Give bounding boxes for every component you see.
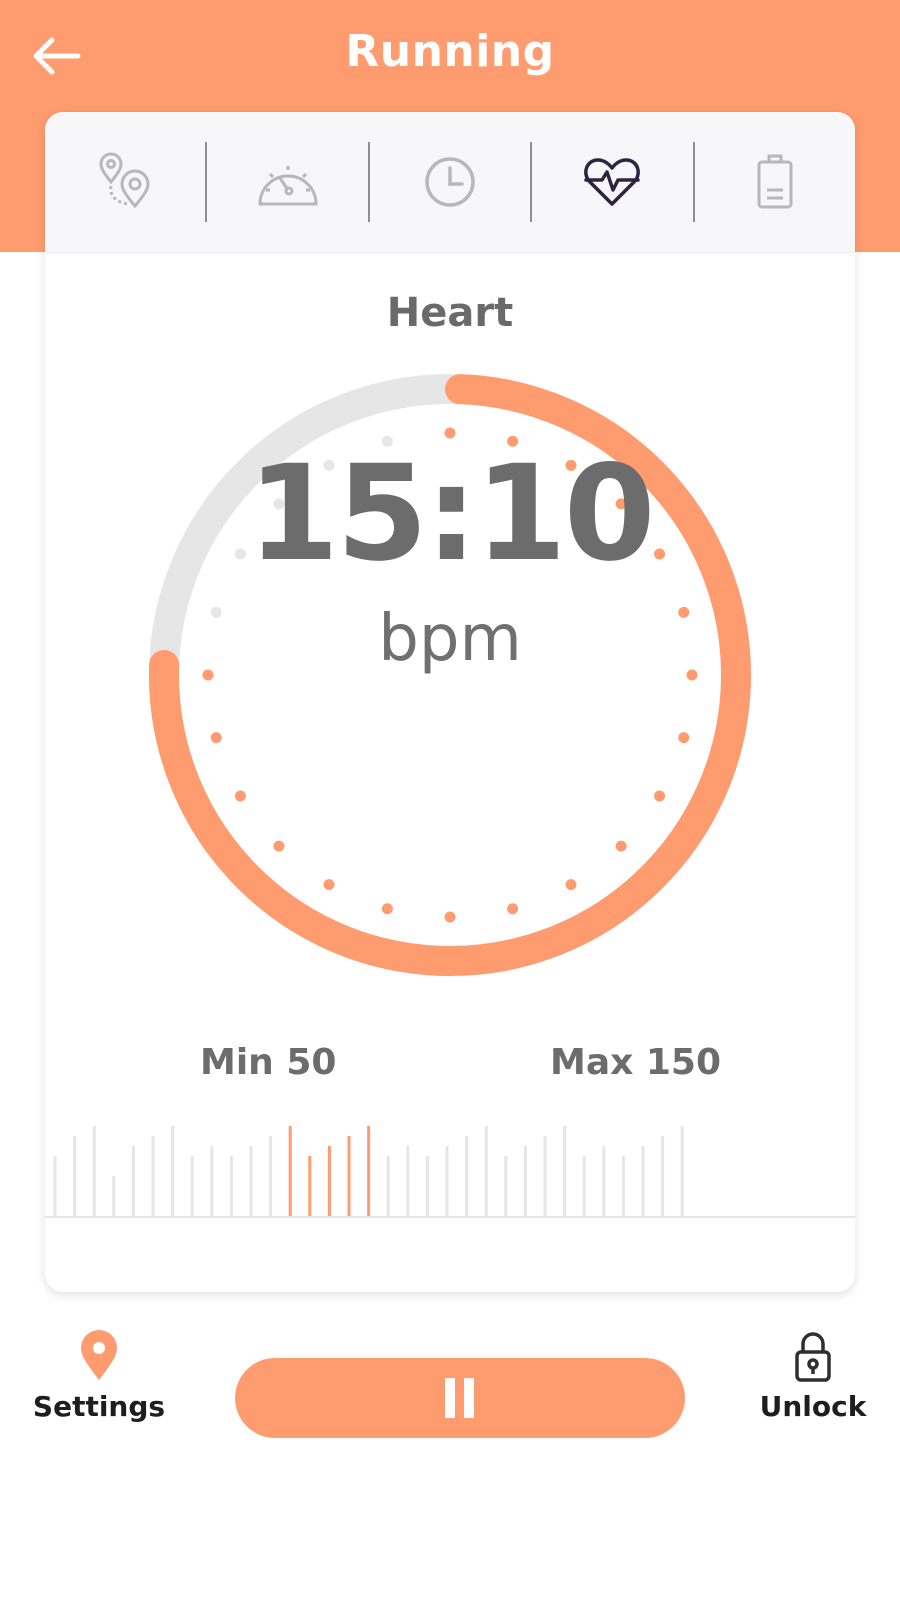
tab-divider <box>367 142 370 222</box>
bars-baseline <box>45 1216 855 1218</box>
gauge-tick-dot <box>444 911 456 923</box>
gauge-tick-dot <box>615 498 627 510</box>
gauge-tick-dot <box>654 790 666 802</box>
page-title: Running <box>345 26 555 77</box>
stats-card: Heart 15:10 bpm Min 50 Max 150 <box>45 112 855 1292</box>
arrow-left-icon <box>33 37 81 75</box>
tab-heart[interactable] <box>532 112 692 252</box>
tab-battery[interactable] <box>695 112 855 252</box>
gauge-tick-dot <box>210 732 222 744</box>
tab-divider <box>530 142 533 222</box>
history-bars <box>53 1126 684 1216</box>
gauge-tick-dot <box>678 606 690 618</box>
gauge-unit: bpm <box>378 602 522 676</box>
gauge-tick-dot <box>654 548 666 560</box>
section-title: Heart <box>386 290 514 336</box>
gauge-tick-dot <box>210 606 222 618</box>
gauge-value: 15:10 <box>247 437 655 591</box>
gauge-tick-dot <box>202 669 214 681</box>
tab-divider <box>692 142 695 222</box>
gauge-tick-dot <box>507 903 519 915</box>
speedometer-icon <box>258 166 318 206</box>
gauge-tick-dot <box>444 427 456 439</box>
gauge-tick-dot <box>323 459 335 471</box>
gauge-tick-dot <box>381 435 393 447</box>
gauge-tick-dot <box>678 732 690 744</box>
gauge-tick-dot <box>273 840 285 852</box>
tab-time[interactable] <box>370 112 530 252</box>
pause-button[interactable] <box>235 1358 685 1438</box>
route-pins-icon <box>99 152 150 209</box>
max-label: Max 150 <box>550 1042 722 1083</box>
bottom-controls: Settings Unlock <box>0 1330 900 1460</box>
heart-gauge <box>149 374 751 976</box>
unlock-label: Unlock <box>759 1390 867 1423</box>
gauge-tick-dot <box>565 459 577 471</box>
settings-button[interactable]: Settings <box>14 1330 184 1423</box>
tab-divider <box>205 142 208 222</box>
pause-icon <box>445 1378 474 1418</box>
location-pin-icon <box>81 1330 117 1380</box>
gauge-tick-dot <box>273 498 285 510</box>
gauge-tick-dot <box>615 840 627 852</box>
gauge-tick-dot <box>234 790 246 802</box>
battery-icon <box>757 154 793 209</box>
metric-tabbar <box>45 112 855 253</box>
clock-icon <box>425 157 475 207</box>
tab-speed[interactable] <box>207 112 367 252</box>
gauge-tick-dot <box>507 435 519 447</box>
gauge-progress-arc <box>149 374 751 976</box>
gauge-tick-dot <box>323 879 335 891</box>
settings-label: Settings <box>32 1390 166 1423</box>
gauge-tick-dot <box>565 879 577 891</box>
back-button[interactable] <box>24 28 88 84</box>
min-label: Min 50 <box>200 1042 337 1083</box>
gauge-tick-dot <box>234 548 246 560</box>
unlock-button[interactable]: Unlock <box>728 1330 898 1423</box>
padlock-icon <box>795 1332 831 1382</box>
gauge-tick-dot <box>686 669 698 681</box>
gauge-tick-dot <box>381 903 393 915</box>
heart-pulse-icon <box>584 158 641 206</box>
tab-route[interactable] <box>45 112 205 252</box>
